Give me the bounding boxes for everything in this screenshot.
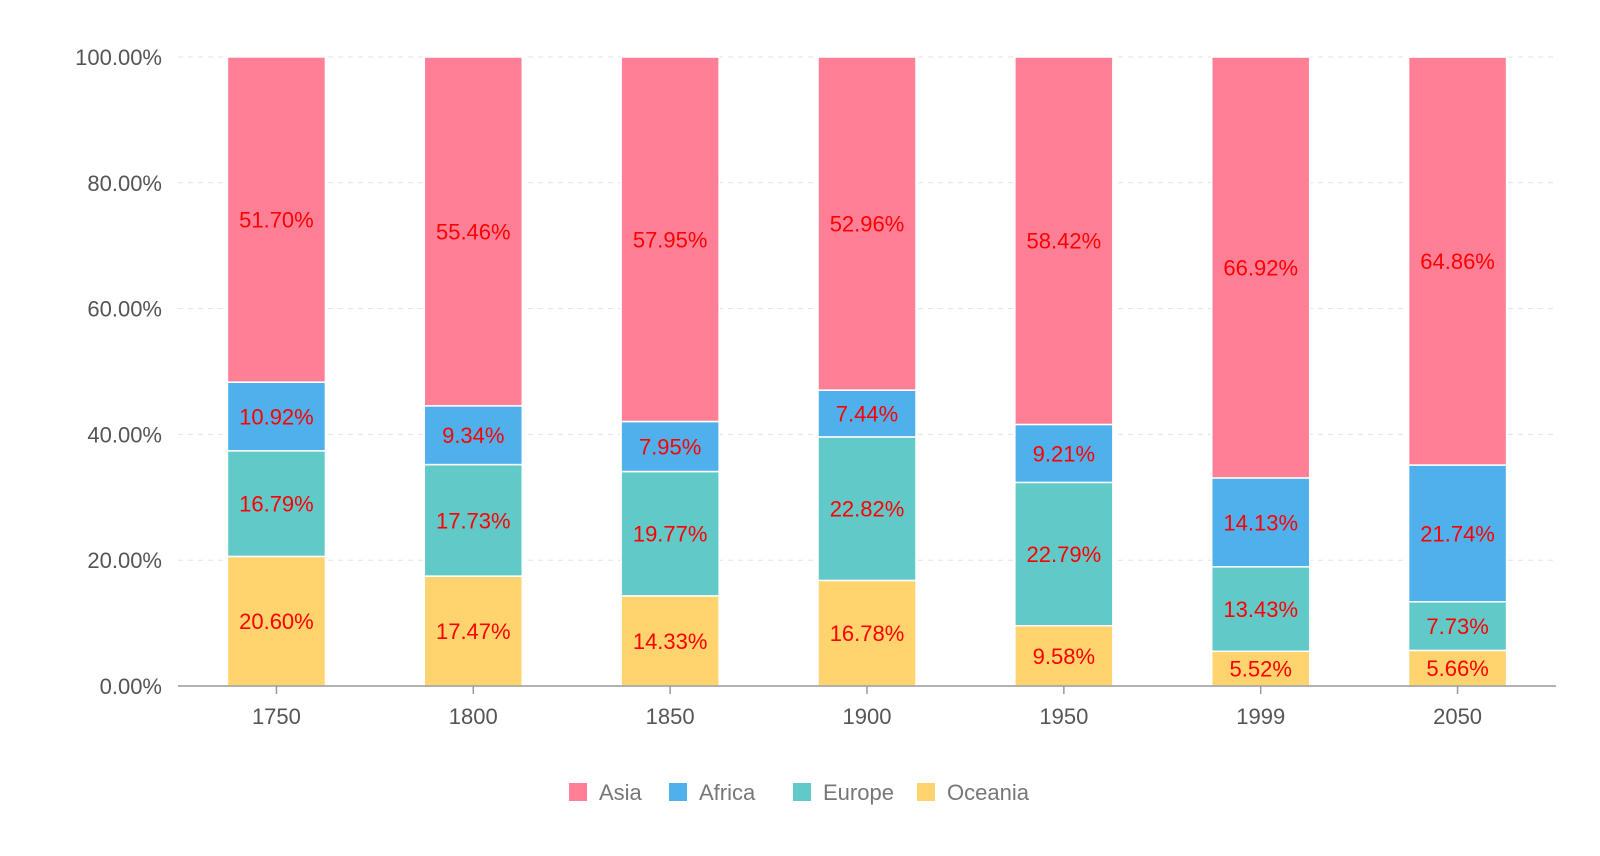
data-label-asia-1999: 66.92%	[1223, 255, 1298, 280]
y-tick-label: 60.00%	[87, 297, 162, 322]
data-label-oceania-1900: 16.78%	[830, 621, 905, 646]
bar-africa-1900[interactable]	[817, 389, 917, 438]
data-label-europe-1800: 17.73%	[436, 508, 511, 533]
x-tick-label: 2050	[1433, 704, 1482, 729]
x-tick-label: 1950	[1039, 704, 1088, 729]
bar-asia-1900[interactable]	[817, 56, 917, 391]
bar-africa-1999[interactable]	[1210, 477, 1311, 568]
x-tick-label: 1850	[646, 704, 695, 729]
bar-africa-1800[interactable]	[423, 405, 524, 466]
bar-europe-1850[interactable]	[620, 470, 720, 597]
bar-europe-1750[interactable]	[226, 450, 327, 558]
x-tick-label: 1900	[843, 704, 892, 729]
bar-africa-1850[interactable]	[620, 420, 720, 473]
legend-item-asia[interactable]: Asia	[569, 780, 643, 805]
bar-europe-1950[interactable]	[1014, 481, 1114, 627]
data-label-europe-1950: 22.79%	[1027, 542, 1102, 567]
data-label-africa-1750: 10.92%	[239, 404, 314, 429]
data-label-oceania-2050: 5.66%	[1426, 656, 1488, 681]
legend-item-oceania[interactable]: Oceania	[917, 780, 1030, 805]
legend-label: Europe	[823, 780, 894, 805]
data-label-europe-1850: 19.77%	[633, 522, 708, 547]
data-label-europe-2050: 7.73%	[1426, 614, 1488, 639]
data-label-europe-1999: 13.43%	[1223, 597, 1298, 622]
bars	[226, 56, 1508, 687]
data-label-asia-1850: 57.95%	[633, 227, 708, 252]
x-tick-label: 1800	[449, 704, 498, 729]
data-label-oceania-1850: 14.33%	[633, 629, 708, 654]
data-label-asia-1800: 55.46%	[436, 219, 511, 244]
bar-asia-1750[interactable]	[226, 56, 327, 383]
y-tick-label: 20.00%	[87, 548, 162, 573]
bar-asia-1800[interactable]	[423, 56, 524, 407]
data-label-europe-1900: 22.82%	[830, 497, 905, 522]
legend[interactable]: Asia Africa Europe Oceania	[569, 780, 1030, 805]
legend-label: Asia	[599, 780, 643, 805]
data-label-oceania-1800: 17.47%	[436, 619, 511, 644]
data-label-africa-1900: 7.44%	[836, 402, 898, 427]
data-labels: 20.60% 16.79% 10.92% 51.70% 17.47% 17.73% 9.34…	[239, 208, 1495, 682]
data-label-asia-2050: 64.86%	[1420, 249, 1495, 274]
bar-asia-1950[interactable]	[1014, 56, 1114, 426]
legend-label: Oceania	[947, 780, 1030, 805]
bar-asia-2050[interactable]	[1407, 56, 1508, 466]
data-label-asia-1950: 58.42%	[1027, 229, 1102, 254]
data-label-oceania-1999: 5.52%	[1230, 657, 1292, 682]
legend-swatch	[669, 783, 687, 801]
y-tick-label: 0.00%	[100, 674, 162, 699]
data-label-europe-1750: 16.79%	[239, 492, 314, 517]
x-tick-label: 1999	[1236, 704, 1285, 729]
bar-oceania-1950[interactable]	[1014, 624, 1114, 687]
data-label-oceania-1950: 9.58%	[1033, 644, 1095, 669]
y-tick-label: 100.00%	[75, 45, 162, 70]
legend-item-africa[interactable]: Africa	[669, 780, 756, 805]
legend-swatch	[569, 783, 587, 801]
legend-swatch	[917, 783, 935, 801]
legend-swatch	[793, 783, 811, 801]
legend-item-europe[interactable]: Europe	[793, 780, 894, 805]
bar-europe-1800[interactable]	[423, 463, 524, 577]
data-label-africa-1950: 9.21%	[1033, 441, 1095, 466]
data-label-africa-2050: 21.74%	[1420, 521, 1495, 546]
data-label-africa-1999: 14.13%	[1223, 510, 1298, 535]
bar-oceania-1750[interactable]	[226, 555, 327, 687]
data-label-africa-1800: 9.34%	[442, 423, 504, 448]
bar-asia-1999[interactable]	[1210, 56, 1311, 479]
x-tick-label: 1750	[252, 704, 301, 729]
data-label-africa-1850: 7.95%	[639, 435, 701, 460]
bar-asia-1850[interactable]	[620, 56, 720, 423]
axes: 0.00% 20.00% 40.00% 60.00% 80.00% 100.00% 1750…	[75, 45, 1556, 729]
bar-africa-2050[interactable]	[1407, 464, 1508, 603]
bar-africa-1950[interactable]	[1014, 423, 1114, 484]
data-label-asia-1900: 52.96%	[830, 212, 905, 237]
data-label-asia-1750: 51.70%	[239, 208, 314, 233]
y-tick-label: 40.00%	[87, 422, 162, 447]
data-label-oceania-1750: 20.60%	[239, 609, 314, 634]
legend-label: Africa	[699, 780, 756, 805]
y-tick-label: 80.00%	[87, 171, 162, 196]
bar-europe-2050[interactable]	[1407, 601, 1508, 652]
